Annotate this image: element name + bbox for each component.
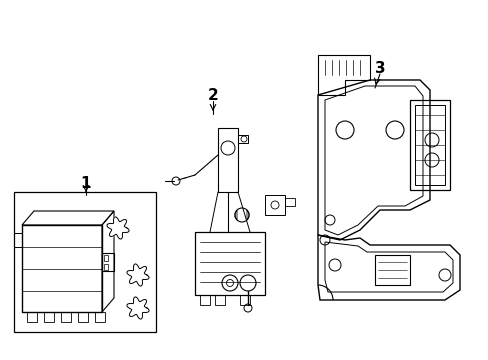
Text: 1: 1 [81, 176, 91, 190]
Polygon shape [127, 297, 149, 319]
Text: 2: 2 [207, 87, 218, 103]
Polygon shape [107, 217, 129, 239]
Polygon shape [127, 264, 149, 286]
Text: 3: 3 [374, 60, 385, 76]
